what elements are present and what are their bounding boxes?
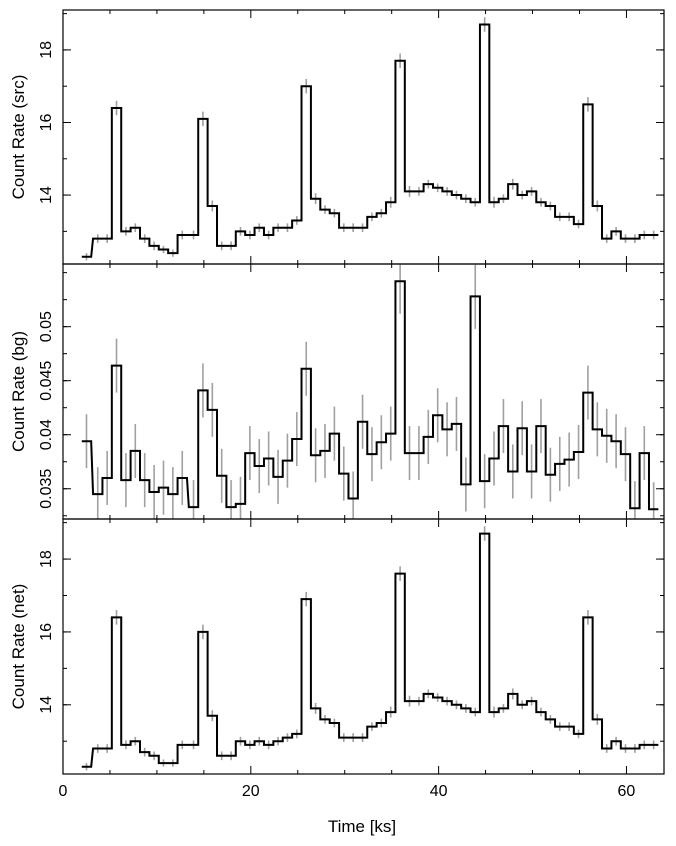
panel-frame: [63, 519, 664, 774]
panel-2: 0.035 0.04 0.045 0.05 Count Rate (bg): [9, 264, 664, 519]
step-line: [82, 281, 659, 509]
y-tick-label: 0.05: [38, 311, 55, 342]
y-tick-label: 0.045: [38, 361, 55, 401]
y-tick-label: 0.035: [38, 469, 55, 509]
panel-1: 14 16 18 Count Rate (src): [9, 10, 664, 264]
y-axis-label: Count Rate (src): [9, 75, 28, 200]
x-tick-label: 40: [430, 783, 448, 800]
x-tick-label: 20: [242, 783, 260, 800]
y-tick-label: 18: [38, 41, 55, 59]
panel-frame: [63, 264, 664, 519]
panels-layer: 14 16 18 Count Rate (src) 0.035 0.04 0.045 0.05…: [9, 10, 664, 800]
y-axis-label: Count Rate (net): [9, 584, 28, 710]
x-tick-label: 0: [59, 783, 68, 800]
x-axis-label: Time [ks]: [328, 817, 396, 836]
y-axis-label: Count Rate (bg): [9, 331, 28, 452]
y-tick-label: 16: [38, 623, 55, 641]
light-curve-figure: 14 16 18 Count Rate (src) 0.035 0.04 0.045 0.05…: [0, 0, 676, 846]
y-tick-label: 0.04: [38, 419, 55, 450]
step-line: [82, 25, 659, 257]
y-tick-label: 16: [38, 113, 55, 131]
step-line: [82, 534, 659, 767]
y-tick-label: 14: [38, 186, 55, 204]
y-tick-label: 14: [38, 696, 55, 714]
panel-3: 14 16 18 Count Rate (net): [9, 519, 664, 774]
panel-frame: [63, 10, 664, 264]
y-tick-label: 18: [38, 550, 55, 568]
x-tick-label: 60: [618, 783, 636, 800]
